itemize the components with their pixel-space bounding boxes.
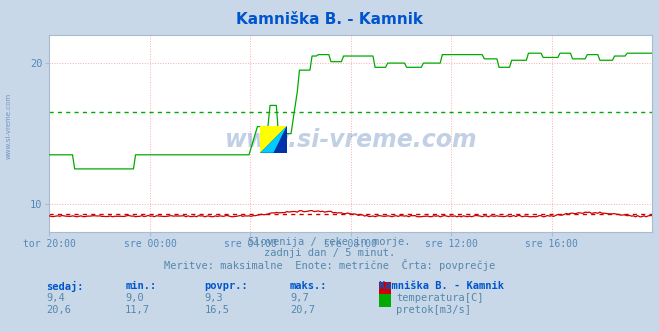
- Text: 9,7: 9,7: [290, 293, 308, 303]
- Text: maks.:: maks.:: [290, 281, 328, 290]
- Text: min.:: min.:: [125, 281, 156, 290]
- Text: 9,3: 9,3: [204, 293, 223, 303]
- Text: Kamniška B. - Kamnik: Kamniška B. - Kamnik: [379, 281, 504, 290]
- Text: 20,7: 20,7: [290, 305, 315, 315]
- Text: 9,4: 9,4: [46, 293, 65, 303]
- Polygon shape: [260, 126, 287, 153]
- Text: www.si-vreme.com: www.si-vreme.com: [5, 93, 12, 159]
- Text: pretok[m3/s]: pretok[m3/s]: [396, 305, 471, 315]
- Text: 16,5: 16,5: [204, 305, 229, 315]
- Polygon shape: [260, 126, 287, 153]
- Text: 20,6: 20,6: [46, 305, 71, 315]
- Polygon shape: [260, 126, 287, 153]
- Text: Meritve: maksimalne  Enote: metrične  Črta: povprečje: Meritve: maksimalne Enote: metrične Črta…: [164, 259, 495, 271]
- Text: Kamniška B. - Kamnik: Kamniška B. - Kamnik: [236, 12, 423, 27]
- Text: povpr.:: povpr.:: [204, 281, 248, 290]
- Text: 11,7: 11,7: [125, 305, 150, 315]
- Text: zadnji dan / 5 minut.: zadnji dan / 5 minut.: [264, 248, 395, 258]
- Text: www.si-vreme.com: www.si-vreme.com: [225, 127, 477, 151]
- Text: sedaj:: sedaj:: [46, 281, 84, 291]
- Text: Slovenija / reke in morje.: Slovenija / reke in morje.: [248, 237, 411, 247]
- Text: 9,0: 9,0: [125, 293, 144, 303]
- Text: temperatura[C]: temperatura[C]: [396, 293, 484, 303]
